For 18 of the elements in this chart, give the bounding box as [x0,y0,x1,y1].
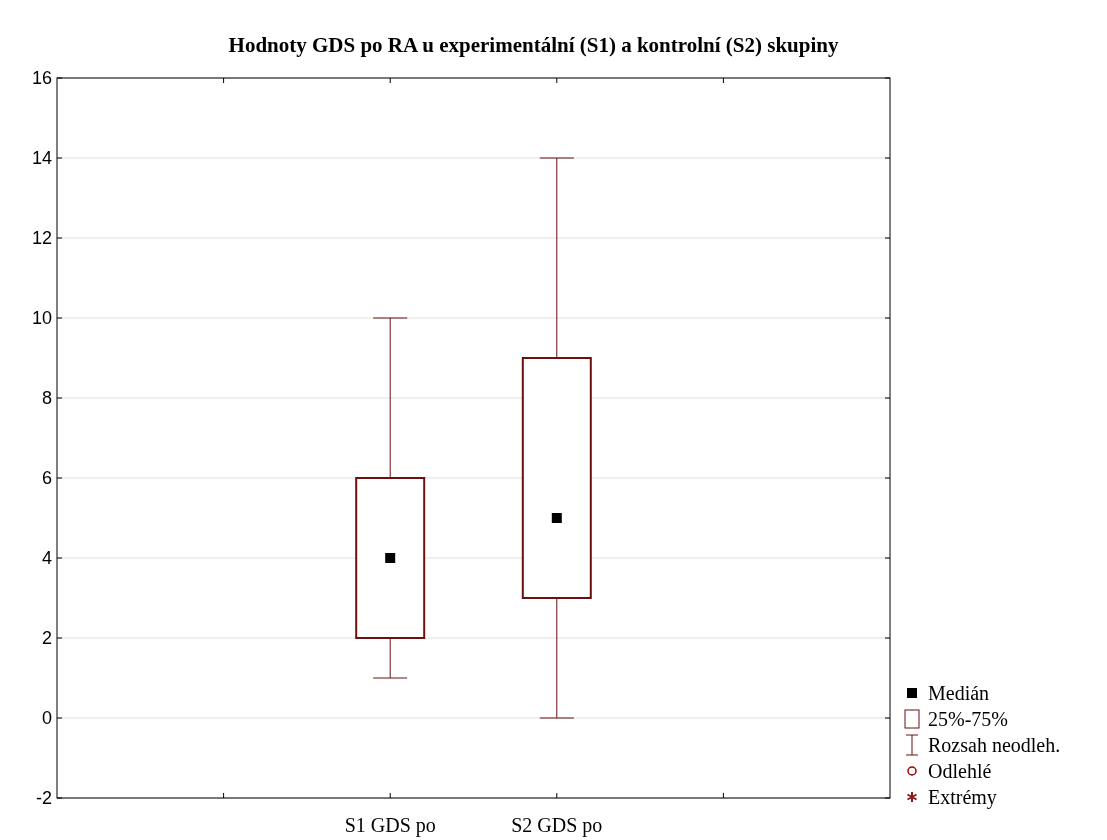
x-tick-label: S2 GDS po [511,814,603,837]
y-tick-label: 16 [31,68,52,88]
y-tick-label: 8 [41,388,52,408]
text: 25%-75% [928,708,1008,730]
y-tick-label: 0 [41,708,52,728]
y-tick-label: 14 [31,148,52,168]
y-tick-label: 2 [41,628,52,648]
text: Medián [928,682,990,704]
chart-title: Hodnoty GDS po RA u experimentální (S1) a kontrolní (S2) skupiny [228,33,839,57]
text: Odlehlé [928,760,992,782]
y-tick-label: 12 [31,228,52,248]
y-tick-label: 10 [31,308,52,328]
y-tick-label: 4 [41,548,52,568]
x-tick-label: S1 GDS po [344,814,436,837]
text: Extrémy [928,786,997,809]
y-tick-label: 6 [41,468,52,488]
text: Rozsah neodleh. [928,734,1061,756]
y-tick-label: -2 [35,788,52,808]
